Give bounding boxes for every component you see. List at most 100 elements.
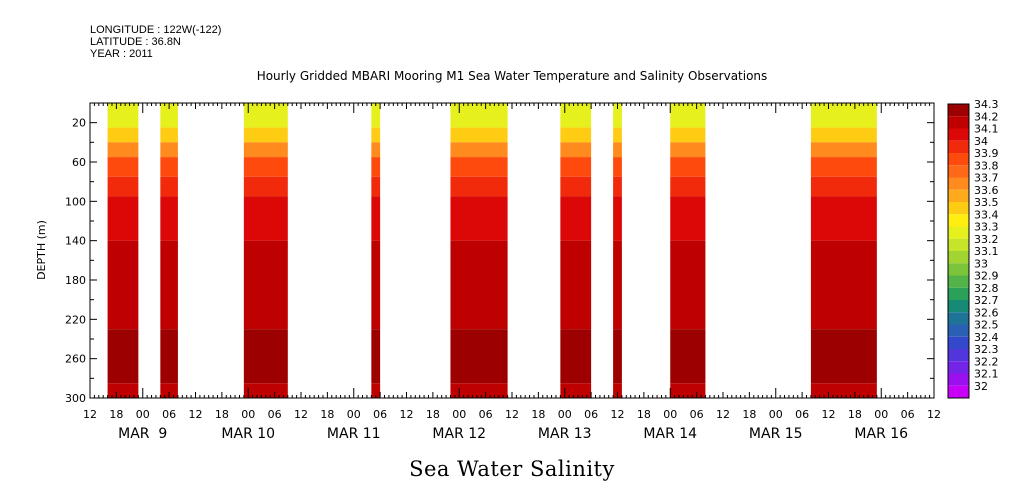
- salinity-band: [160, 157, 178, 177]
- colorbar-swatch: [948, 128, 969, 141]
- plot-frame: [89, 102, 935, 399]
- x-tick-label: 18: [531, 408, 545, 421]
- salinity-band: [670, 176, 706, 197]
- x-day-label: MAR 12: [432, 426, 486, 442]
- salinity-band: [160, 176, 178, 197]
- x-tick-label: 18: [848, 408, 862, 421]
- salinity-band: [560, 103, 592, 128]
- x-tick-label: 12: [505, 408, 519, 421]
- salinity-band: [613, 240, 622, 330]
- data-segment: [810, 103, 877, 398]
- salinity-band: [450, 196, 508, 241]
- colorbar-label: 33.2: [974, 233, 999, 246]
- data-segment: [243, 103, 288, 398]
- x-tick-label: 18: [637, 408, 651, 421]
- x-tick-label: 12: [927, 408, 941, 421]
- x-tick-label: 12: [611, 408, 625, 421]
- salinity-band: [450, 329, 508, 384]
- x-tick-label: 06: [268, 408, 282, 421]
- salinity-band: [371, 240, 381, 330]
- colorbar-label: 32.7: [974, 294, 999, 307]
- salinity-band: [670, 127, 706, 143]
- colorbar-label: 33.5: [974, 196, 999, 209]
- colorbar-label: 32: [974, 380, 988, 393]
- salinity-band: [560, 127, 592, 143]
- salinity-band: [810, 383, 877, 398]
- data-segment: [160, 103, 178, 398]
- x-tick-label: 18: [426, 408, 440, 421]
- salinity-band: [107, 329, 139, 384]
- x-tick-label: 00: [874, 408, 888, 421]
- colorbar-swatch: [948, 202, 969, 215]
- plot-area: [89, 102, 935, 399]
- salinity-band: [613, 103, 622, 128]
- data-segment: [670, 103, 706, 398]
- colorbar-swatch: [948, 226, 969, 239]
- salinity-band: [160, 383, 178, 398]
- colorbar-label: 33.3: [974, 221, 999, 234]
- salinity-band: [670, 196, 706, 241]
- salinity-band: [613, 157, 622, 177]
- colorbar-label: 33.4: [974, 208, 999, 221]
- salinity-band: [613, 329, 622, 384]
- colorbar-swatch: [948, 263, 969, 276]
- x-tick-label: 06: [479, 408, 493, 421]
- salinity-band: [243, 383, 288, 398]
- colorbar-label: 32.5: [974, 319, 999, 332]
- salinity-band: [810, 240, 877, 330]
- salinity-band: [107, 196, 139, 241]
- x-tick-label: 06: [690, 408, 704, 421]
- x-tick-label: 00: [663, 408, 677, 421]
- x-tick-label: 00: [241, 408, 255, 421]
- salinity-band: [371, 127, 381, 143]
- colorbar-label: 33.9: [974, 147, 999, 160]
- data-segment: [560, 103, 592, 398]
- x-day-label: MAR 16: [854, 426, 908, 442]
- salinity-band: [243, 329, 288, 384]
- salinity-band: [243, 127, 288, 143]
- salinity-band: [243, 176, 288, 197]
- salinity-band: [810, 329, 877, 384]
- colorbar-label: 32.1: [974, 368, 999, 381]
- colorbar-frame: [947, 103, 970, 399]
- salinity-band: [613, 142, 622, 158]
- salinity-band: [243, 157, 288, 177]
- salinity-band: [371, 196, 381, 241]
- salinity-band: [670, 240, 706, 330]
- colorbar-swatch: [948, 312, 969, 325]
- colorbar-swatch: [948, 287, 969, 300]
- x-tick-label: 00: [136, 408, 150, 421]
- y-tick-label: 140: [65, 235, 86, 248]
- y-axis-label: DEPTH (m): [35, 220, 48, 280]
- salinity-band: [670, 157, 706, 177]
- colorbar-swatch: [948, 214, 969, 227]
- salinity-band: [450, 157, 508, 177]
- salinity-band: [107, 127, 139, 143]
- salinity-band: [613, 127, 622, 143]
- salinity-band: [371, 383, 381, 398]
- colorbar-label: 32.9: [974, 270, 999, 283]
- year-label: YEAR : 2011: [90, 48, 153, 60]
- latitude-label: LATITUDE : 36.8N: [90, 36, 181, 48]
- data-segment: [450, 103, 508, 398]
- salinity-band: [371, 142, 381, 158]
- salinity-band: [107, 240, 139, 330]
- x-tick-label: 18: [742, 408, 756, 421]
- salinity-band: [107, 157, 139, 177]
- colorbar-label: 34.2: [974, 110, 999, 123]
- bottom-title: Sea Water Salinity: [409, 457, 615, 481]
- salinity-band: [160, 329, 178, 384]
- data-segment: [613, 103, 622, 398]
- colorbar-swatch: [948, 140, 969, 153]
- colorbar-swatch: [948, 324, 969, 337]
- salinity-band: [371, 329, 381, 384]
- salinity-band: [560, 240, 592, 330]
- salinity-band: [810, 196, 877, 241]
- salinity-band: [107, 142, 139, 158]
- x-tick-label: 00: [452, 408, 466, 421]
- salinity-band: [450, 127, 508, 143]
- colorbar-swatch: [948, 385, 969, 398]
- colorbar-swatch: [948, 238, 969, 251]
- x-tick-label: 06: [795, 408, 809, 421]
- colorbar-swatch: [948, 336, 969, 349]
